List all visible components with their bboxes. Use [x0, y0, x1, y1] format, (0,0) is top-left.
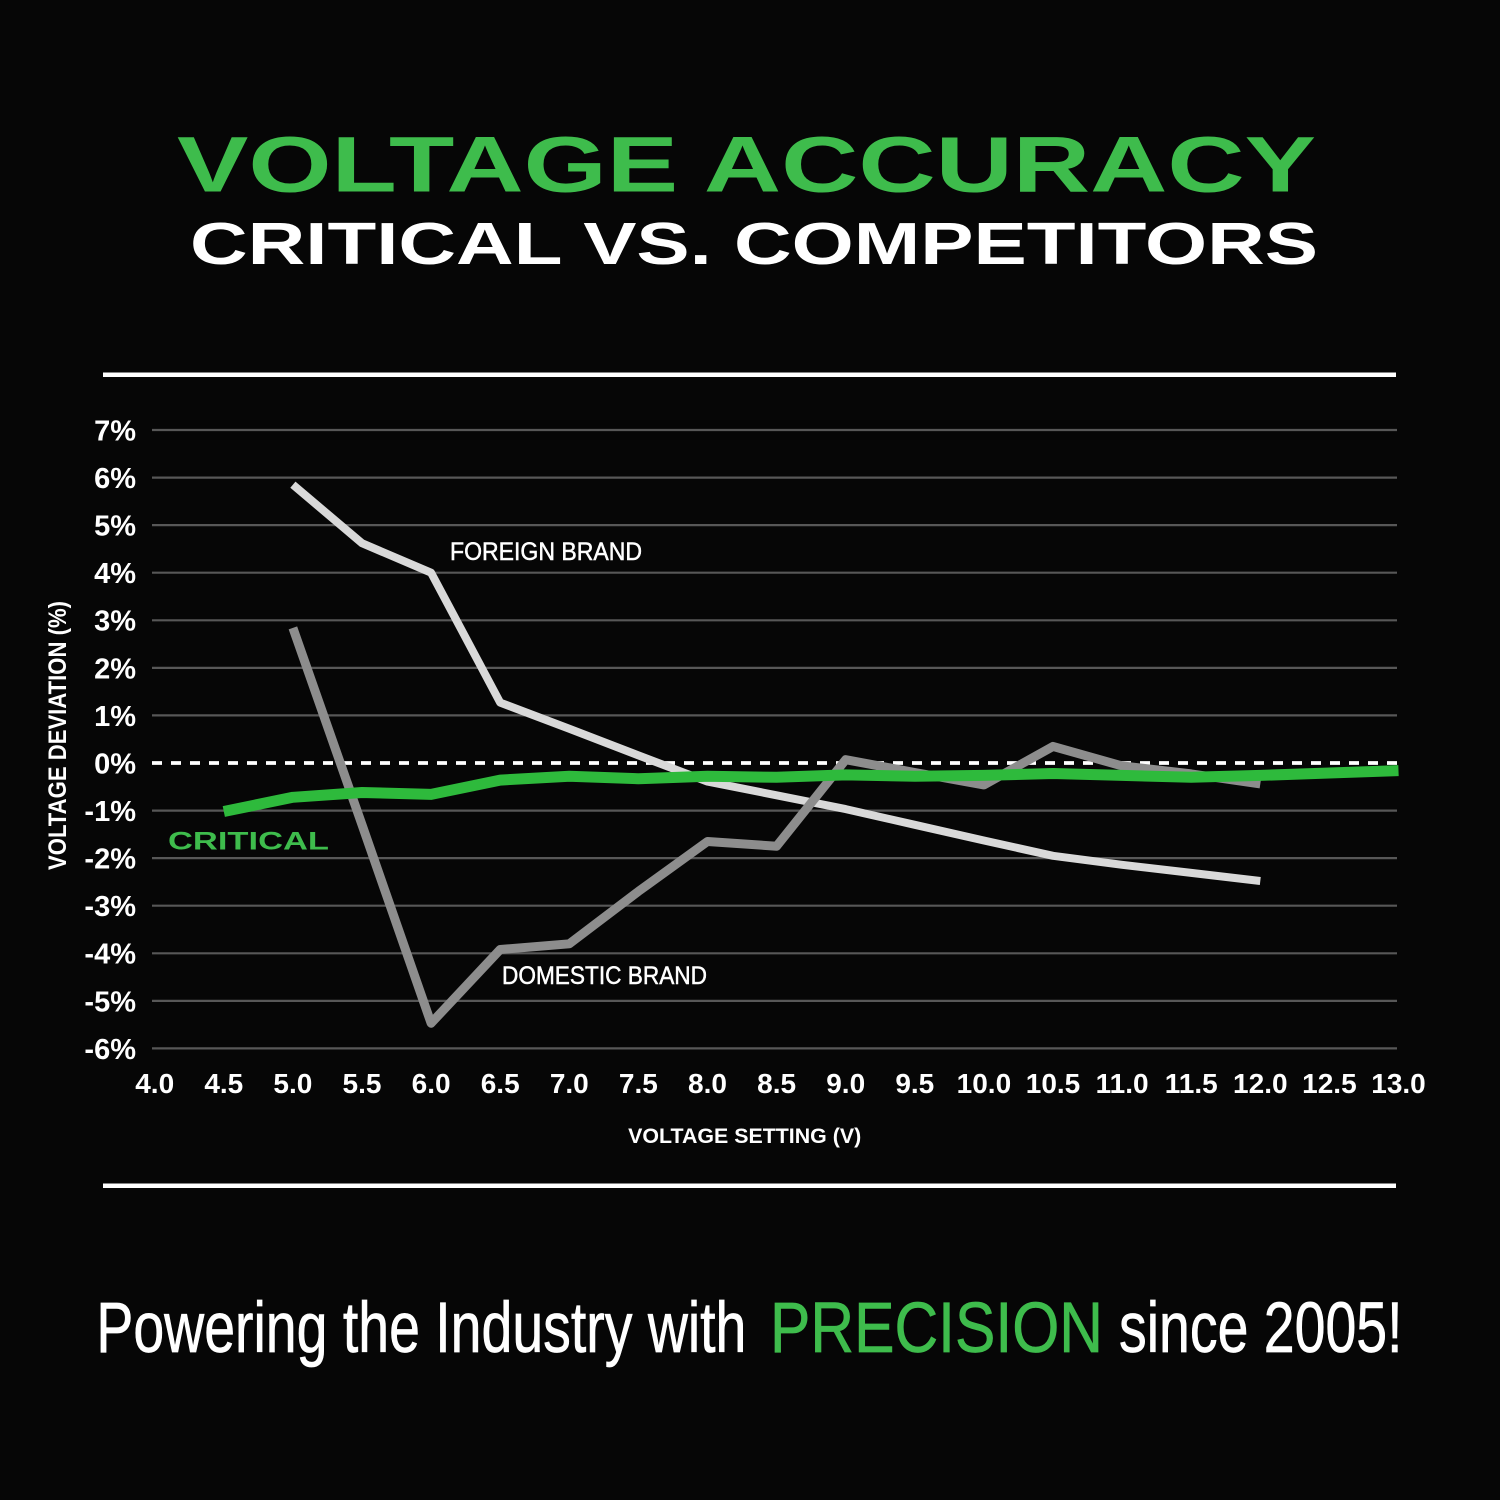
svg-text:13.0: 13.0	[1371, 1068, 1426, 1099]
svg-text:4.0: 4.0	[135, 1068, 174, 1099]
svg-text:7.0: 7.0	[550, 1068, 589, 1099]
svg-text:5.0: 5.0	[273, 1068, 312, 1099]
svg-text:10.0: 10.0	[957, 1068, 1012, 1099]
svg-text:DOMESTIC BRAND: DOMESTIC BRAND	[502, 962, 707, 990]
svg-text:4%: 4%	[94, 558, 136, 590]
svg-text:7.5: 7.5	[619, 1068, 658, 1099]
svg-text:5%: 5%	[94, 511, 136, 543]
svg-text:CRITICAL VS. COMPETITORS: CRITICAL VS. COMPETITORS	[190, 211, 1318, 277]
svg-text:10.5: 10.5	[1026, 1068, 1081, 1099]
svg-text:2%: 2%	[94, 653, 136, 685]
svg-text:4.5: 4.5	[204, 1068, 243, 1099]
svg-text:12.0: 12.0	[1233, 1068, 1288, 1099]
svg-text:6.5: 6.5	[481, 1068, 520, 1099]
svg-text:6.0: 6.0	[412, 1068, 451, 1099]
svg-text:Powering the Industry with: Powering the Industry with	[96, 1289, 746, 1368]
svg-text:3%: 3%	[94, 606, 136, 638]
svg-text:FOREIGN BRAND: FOREIGN BRAND	[450, 538, 642, 566]
svg-text:9.0: 9.0	[826, 1068, 865, 1099]
svg-text:-5%: -5%	[84, 986, 136, 1018]
svg-text:-1%: -1%	[84, 796, 136, 828]
svg-text:CRITICAL: CRITICAL	[168, 828, 329, 856]
svg-text:VOLTAGE DEVIATION (%): VOLTAGE DEVIATION (%)	[44, 601, 72, 870]
svg-text:7%: 7%	[94, 415, 136, 447]
svg-text:-6%: -6%	[84, 1034, 136, 1066]
svg-text:5.5: 5.5	[343, 1068, 382, 1099]
svg-text:0%: 0%	[94, 748, 136, 780]
svg-text:VOLTAGE ACCURACY: VOLTAGE ACCURACY	[177, 120, 1316, 209]
svg-text:1%: 1%	[94, 701, 136, 733]
svg-text:VOLTAGE SETTING (V): VOLTAGE SETTING (V)	[628, 1125, 861, 1148]
svg-text:6%: 6%	[94, 463, 136, 495]
svg-text:11.0: 11.0	[1096, 1068, 1149, 1099]
svg-text:-2%: -2%	[84, 844, 136, 876]
svg-text:12.5: 12.5	[1302, 1068, 1357, 1099]
svg-text:PRECISION: PRECISION	[770, 1289, 1103, 1368]
svg-text:9.5: 9.5	[895, 1068, 934, 1099]
svg-text:11.5: 11.5	[1165, 1068, 1218, 1099]
svg-text:since 2005!: since 2005!	[1119, 1289, 1403, 1368]
svg-text:8.0: 8.0	[688, 1068, 727, 1099]
svg-text:-3%: -3%	[84, 891, 136, 923]
svg-text:8.5: 8.5	[757, 1068, 796, 1099]
svg-text:-4%: -4%	[84, 939, 136, 971]
